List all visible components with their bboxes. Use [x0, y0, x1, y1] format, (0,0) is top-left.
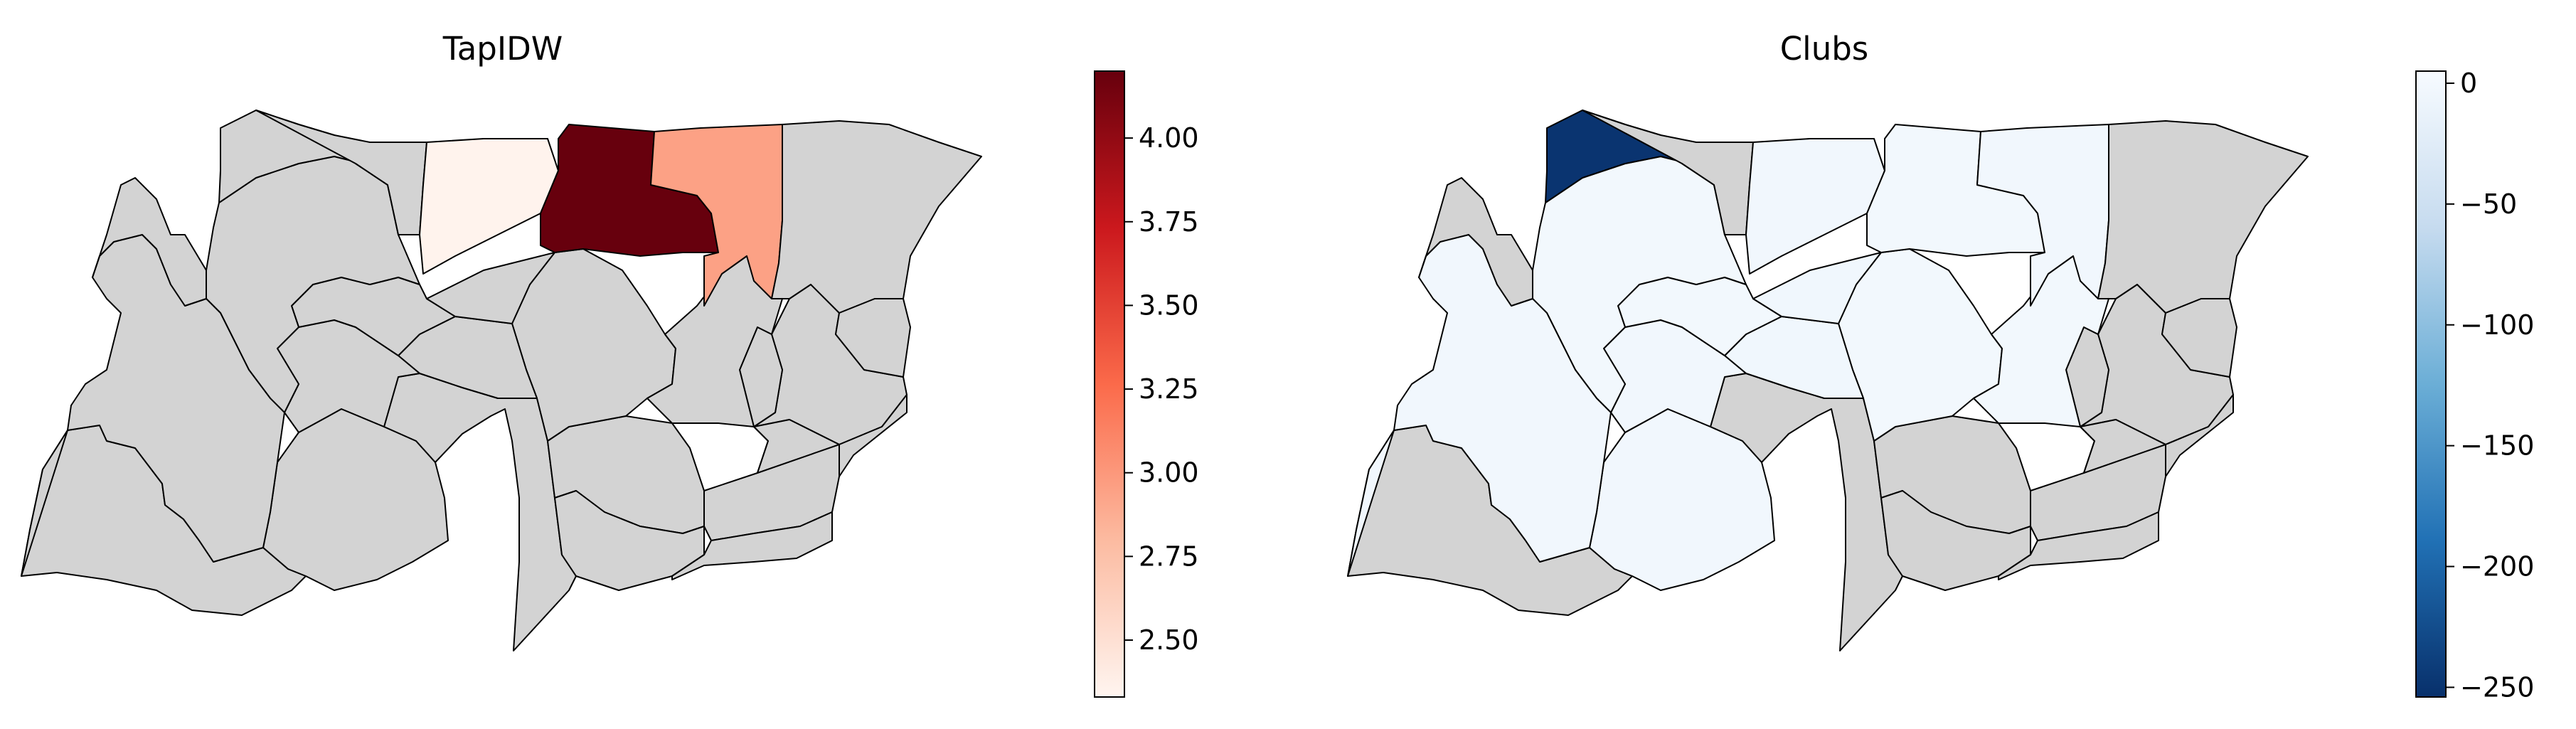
- region-F[interactable]: [1976, 124, 2109, 307]
- region-W[interactable]: [92, 177, 207, 307]
- map-panel-tapidw: TapIDW: [21, 30, 1199, 698]
- map-title: Clubs: [1780, 30, 1868, 68]
- region-T[interactable]: [753, 394, 908, 477]
- colorbar: 0 −50 −100 −150 −200 −250: [2415, 68, 2534, 703]
- colorbar-tick-label: −200: [2460, 551, 2534, 582]
- region-O[interactable]: [1880, 490, 2031, 591]
- region-G[interactable]: [426, 252, 555, 324]
- colorbar-gradient: [1094, 70, 1125, 698]
- colorbar-tick-label: 3.00: [1139, 457, 1199, 489]
- choropleth-map: [1347, 110, 2309, 651]
- region-B[interactable]: [1347, 234, 1612, 577]
- choropleth-map: [21, 110, 982, 651]
- region-F[interactable]: [650, 124, 783, 307]
- colorbar-tick-label: 2.75: [1139, 541, 1199, 572]
- colorbar-tick-label: −100: [2460, 309, 2534, 341]
- colorbar-tick-label: −150: [2460, 430, 2534, 462]
- region-D[interactable]: [1745, 138, 1885, 275]
- colorbar-tick-label: 2.50: [1139, 624, 1199, 656]
- colorbar-tick-label: 4.00: [1139, 122, 1199, 154]
- colorbar: 2.50 2.75 3.00 3.25 3.50 3.75 4.00: [1094, 70, 1199, 698]
- colorbar-tick-label: −250: [2460, 671, 2534, 703]
- region-Z[interactable]: [835, 298, 911, 378]
- map-panel-clubs: Clubs: [1347, 30, 2534, 703]
- colorbar-tick-label: −50: [2460, 188, 2517, 220]
- map-title: TapIDW: [442, 30, 563, 68]
- region-G[interactable]: [1752, 252, 1882, 324]
- colorbar-tick-label: 3.50: [1139, 289, 1199, 321]
- colorbar-tick-label: 3.25: [1139, 373, 1199, 405]
- colorbar-tick-label: 3.75: [1139, 206, 1199, 238]
- region-T[interactable]: [2080, 394, 2234, 477]
- colorbar-gradient: [2415, 70, 2447, 698]
- region-W[interactable]: [1418, 177, 1533, 307]
- colorbar-tick-label: 0: [2460, 68, 2477, 99]
- region-S[interactable]: [671, 511, 833, 580]
- region-O[interactable]: [554, 490, 705, 591]
- region-Z[interactable]: [2161, 298, 2237, 378]
- region-B[interactable]: [21, 234, 285, 577]
- region-S[interactable]: [1998, 511, 2159, 580]
- region-D[interactable]: [419, 138, 559, 275]
